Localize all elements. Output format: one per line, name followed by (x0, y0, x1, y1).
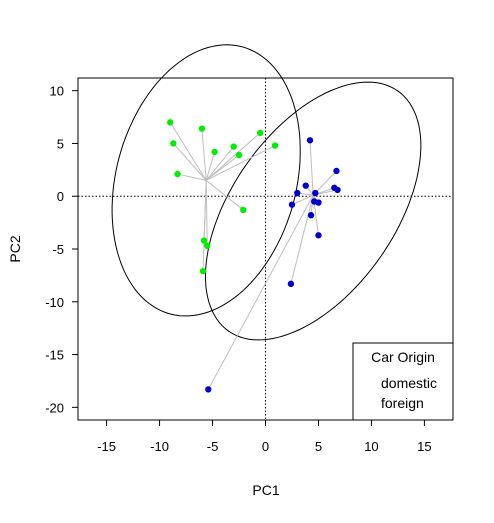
y-tick-label: -10 (45, 295, 64, 310)
point-foreign-12 (287, 280, 295, 288)
segment-domestic-2 (177, 173, 207, 181)
point-domestic-1 (170, 140, 177, 147)
point-foreign-6 (312, 189, 319, 197)
point-foreign-13 (205, 386, 212, 393)
point-domestic-12 (240, 206, 247, 214)
point-foreign-9 (315, 199, 322, 206)
y-tick-label: 0 (57, 189, 64, 204)
x-axis-label: PC1 (252, 482, 279, 498)
point-domestic-8 (271, 142, 279, 149)
point-domestic-10 (204, 242, 211, 250)
segment-domestic-7 (205, 132, 261, 181)
ellipse-foreign (204, 81, 422, 341)
y-tick-label: 5 (57, 136, 64, 151)
segment-domestic-8 (205, 145, 276, 181)
x-tick-label: 15 (417, 439, 431, 454)
point-domestic-9 (200, 237, 208, 244)
segment-foreign-13 (207, 194, 314, 390)
segment-domestic-10 (205, 180, 208, 246)
point-foreign-10 (307, 212, 315, 219)
point-domestic-3 (198, 125, 206, 132)
x-tick-label: 0 (262, 439, 269, 454)
point-domestic-6 (235, 151, 243, 159)
segment-foreign-7 (291, 194, 314, 206)
point-foreign-4 (334, 186, 341, 194)
segment-domestic-3 (201, 128, 207, 181)
point-domestic-4 (211, 148, 218, 156)
legend-entry-domestic: domestic (381, 375, 437, 391)
x-tick-label: 10 (364, 439, 378, 454)
point-domestic-11 (199, 267, 207, 275)
point-domestic-7 (257, 129, 264, 137)
point-foreign-5 (294, 189, 301, 197)
x-tick-label: -5 (207, 439, 219, 454)
segment-domestic-11 (202, 180, 207, 272)
point-foreign-1 (333, 167, 340, 175)
point-foreign-2 (302, 182, 309, 189)
segment-foreign-0 (309, 140, 314, 196)
segment-domestic-5 (205, 146, 235, 181)
point-domestic-0 (166, 119, 174, 126)
ellipse-domestic (111, 44, 301, 317)
y-tick-label: -15 (45, 348, 64, 363)
y-tick-label: -5 (52, 242, 64, 257)
point-foreign-0 (306, 137, 314, 144)
axes-layer: -15 -10 -5 0 5 10 15 -20 -15 -10 -5 0 5 10 (45, 77, 454, 454)
centroid-segments-layer (169, 122, 338, 390)
legend-box (352, 342, 454, 421)
x-tick-label: -15 (97, 439, 116, 454)
segment-domestic-12 (205, 179, 244, 211)
segment-domestic-0 (169, 122, 207, 181)
reference-lines-layer (78, 78, 453, 420)
x-tick-label: 5 (315, 439, 322, 454)
y-axis-label: PC2 (7, 235, 23, 262)
points-layer (166, 119, 341, 393)
point-domestic-2 (174, 170, 181, 178)
legend-title: Car Origin (371, 349, 435, 365)
point-foreign-7 (288, 201, 296, 208)
segment-domestic-1 (172, 143, 207, 181)
legend-entry-foreign: foreign (381, 395, 424, 411)
x-tick-label: -10 (150, 439, 169, 454)
segment-foreign-12 (290, 195, 314, 284)
y-tick-label: -20 (45, 400, 64, 415)
ellipses-layer (111, 44, 422, 341)
point-domestic-5 (230, 143, 237, 150)
point-foreign-11 (315, 232, 322, 239)
segment-domestic-4 (205, 151, 216, 181)
y-tick-label: 10 (50, 84, 64, 99)
legend: Car Origin domestic foreign (352, 342, 454, 421)
